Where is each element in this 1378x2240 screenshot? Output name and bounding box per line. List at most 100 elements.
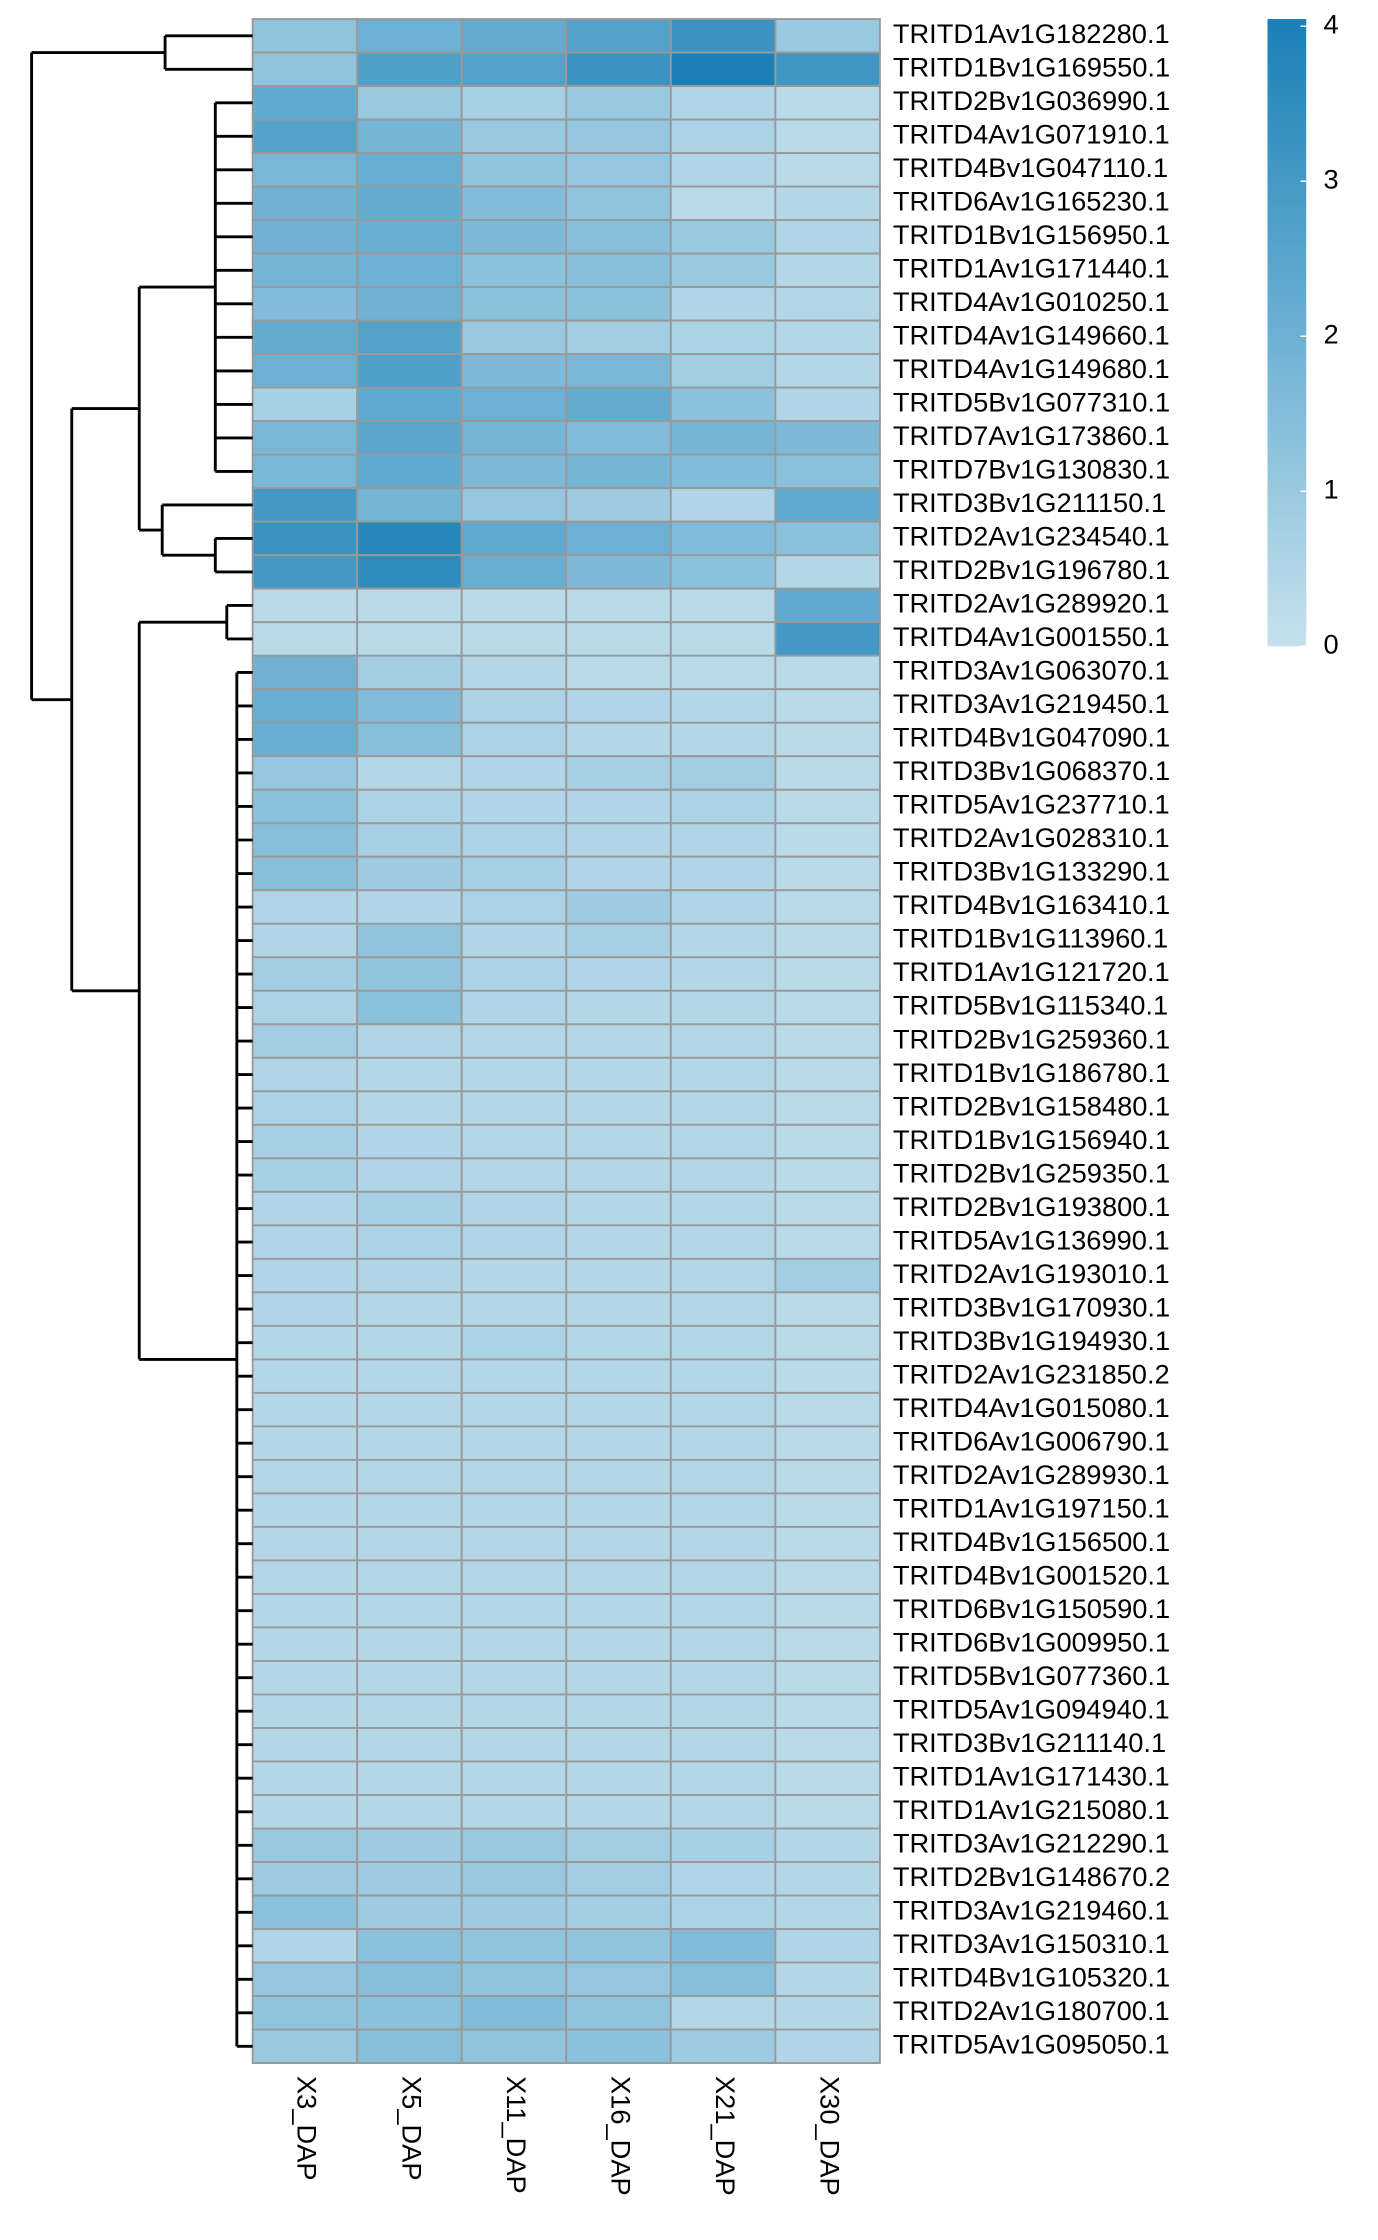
heatmap-cell bbox=[669, 654, 777, 691]
heatmap-cell bbox=[669, 1458, 777, 1495]
row-label: TRITD2Bv1G036990.1 bbox=[893, 85, 1170, 116]
heatmap-cell bbox=[356, 1727, 463, 1763]
heatmap-cell bbox=[565, 1190, 672, 1227]
heatmap-cell bbox=[774, 788, 881, 825]
heatmap-cell bbox=[251, 755, 359, 791]
column-label: X30_DAP bbox=[814, 2076, 845, 2196]
row-label: TRITD6Av1G165230.1 bbox=[893, 186, 1170, 217]
heatmap-cell bbox=[251, 1894, 359, 1930]
heatmap-cell bbox=[565, 353, 672, 389]
heatmap-cell bbox=[565, 420, 672, 456]
row-label: TRITD3Bv1G170930.1 bbox=[893, 1291, 1170, 1322]
heatmap-cell bbox=[774, 1961, 881, 1997]
heatmap-cell bbox=[460, 420, 568, 456]
heatmap-cell bbox=[774, 1358, 881, 1394]
row-label: TRITD4Bv1G047110.1 bbox=[893, 152, 1168, 183]
heatmap-cell bbox=[251, 1961, 359, 1997]
heatmap-cell bbox=[251, 18, 359, 54]
heatmap-cell bbox=[460, 1928, 568, 1964]
row-label: TRITD4Bv1G156500.1 bbox=[893, 1526, 1170, 1557]
heatmap-cell bbox=[669, 1525, 777, 1562]
heatmap-cell bbox=[356, 2028, 463, 2065]
heatmap-cell bbox=[356, 185, 463, 222]
heatmap-cell bbox=[565, 286, 672, 322]
row-label: TRITD3Av1G063070.1 bbox=[893, 655, 1170, 686]
heatmap-cell bbox=[460, 319, 568, 356]
heatmap-cell bbox=[356, 252, 463, 289]
heatmap-cell bbox=[774, 319, 881, 356]
heatmap-cell bbox=[565, 1090, 672, 1126]
row-label: TRITD4Bv1G047090.1 bbox=[893, 722, 1170, 753]
heatmap-cell bbox=[774, 1727, 881, 1763]
heatmap-cell bbox=[774, 1257, 881, 1294]
heatmap-cell bbox=[251, 1157, 359, 1193]
heatmap-cell bbox=[356, 1760, 463, 1796]
colorbar bbox=[1267, 19, 1307, 647]
heatmap-cell bbox=[565, 1358, 672, 1394]
heatmap-cell bbox=[565, 1023, 672, 1059]
heatmap-cell bbox=[460, 956, 568, 992]
heatmap-cell bbox=[460, 1090, 568, 1126]
heatmap-cell bbox=[460, 386, 568, 423]
heatmap-cell bbox=[251, 1559, 359, 1595]
heatmap-cell bbox=[565, 654, 672, 691]
heatmap-cell bbox=[565, 2028, 672, 2065]
row-label: TRITD3Av1G219450.1 bbox=[893, 688, 1170, 719]
heatmap-cell bbox=[460, 1727, 568, 1763]
heatmap-cell bbox=[565, 788, 672, 825]
heatmap-cell bbox=[774, 1626, 881, 1662]
heatmap-cell bbox=[460, 587, 568, 624]
heatmap-cell bbox=[356, 85, 463, 121]
heatmap-cell bbox=[356, 788, 463, 825]
row-label: TRITD4Bv1G163410.1 bbox=[893, 889, 1170, 920]
heatmap-cell bbox=[356, 621, 463, 657]
heatmap-cell bbox=[460, 788, 568, 825]
heatmap-cell bbox=[251, 587, 359, 624]
heatmap-cell bbox=[669, 1056, 777, 1093]
heatmap-cell bbox=[356, 1525, 463, 1562]
row-label: TRITD2Bv1G196780.1 bbox=[893, 554, 1170, 585]
heatmap-cell bbox=[356, 1324, 463, 1361]
heatmap-cell bbox=[356, 1425, 463, 1461]
heatmap-cell bbox=[565, 554, 672, 590]
heatmap-cell bbox=[774, 989, 881, 1026]
heatmap-cell bbox=[251, 889, 359, 925]
heatmap-cell bbox=[251, 1693, 359, 1729]
colorbar-tick-label: 2 bbox=[1323, 318, 1338, 349]
heatmap-cell bbox=[565, 1794, 672, 1830]
heatmap-cell bbox=[460, 1157, 568, 1193]
heatmap-cell bbox=[251, 788, 359, 825]
heatmap-cell bbox=[356, 1928, 463, 1964]
heatmap-cell bbox=[774, 587, 881, 624]
heatmap-cell bbox=[565, 85, 672, 121]
row-label: TRITD4Av1G149680.1 bbox=[893, 353, 1170, 384]
row-label: TRITD3Av1G150310.1 bbox=[893, 1928, 1170, 1959]
heatmap-cell bbox=[774, 185, 881, 222]
heatmap-cell bbox=[251, 252, 359, 289]
heatmap-cell bbox=[669, 420, 777, 456]
heatmap-cell bbox=[774, 487, 881, 523]
heatmap-cell bbox=[356, 1660, 463, 1696]
heatmap-cell bbox=[251, 118, 359, 155]
heatmap-cell bbox=[669, 1626, 777, 1662]
heatmap-cell bbox=[669, 688, 777, 724]
heatmap-cell bbox=[356, 1023, 463, 1059]
heatmap-cell bbox=[774, 520, 881, 557]
heatmap-cell bbox=[669, 1794, 777, 1830]
heatmap-cell bbox=[565, 252, 672, 289]
row-label: TRITD2Bv1G259350.1 bbox=[893, 1157, 1170, 1188]
heatmap-cell bbox=[356, 1626, 463, 1662]
heatmap-cell bbox=[565, 755, 672, 791]
row-label: TRITD3Bv1G211140.1 bbox=[893, 1727, 1166, 1758]
heatmap-cell bbox=[669, 989, 777, 1026]
heatmap-cell bbox=[460, 1458, 568, 1495]
heatmap-cell bbox=[460, 1425, 568, 1461]
heatmap-cell bbox=[356, 1056, 463, 1093]
heatmap-cell bbox=[356, 18, 463, 54]
heatmap-cell bbox=[460, 487, 568, 523]
heatmap-cell bbox=[251, 654, 359, 691]
heatmap-cell bbox=[669, 1157, 777, 1193]
heatmap-cell bbox=[774, 621, 881, 657]
heatmap-cell bbox=[356, 1090, 463, 1126]
